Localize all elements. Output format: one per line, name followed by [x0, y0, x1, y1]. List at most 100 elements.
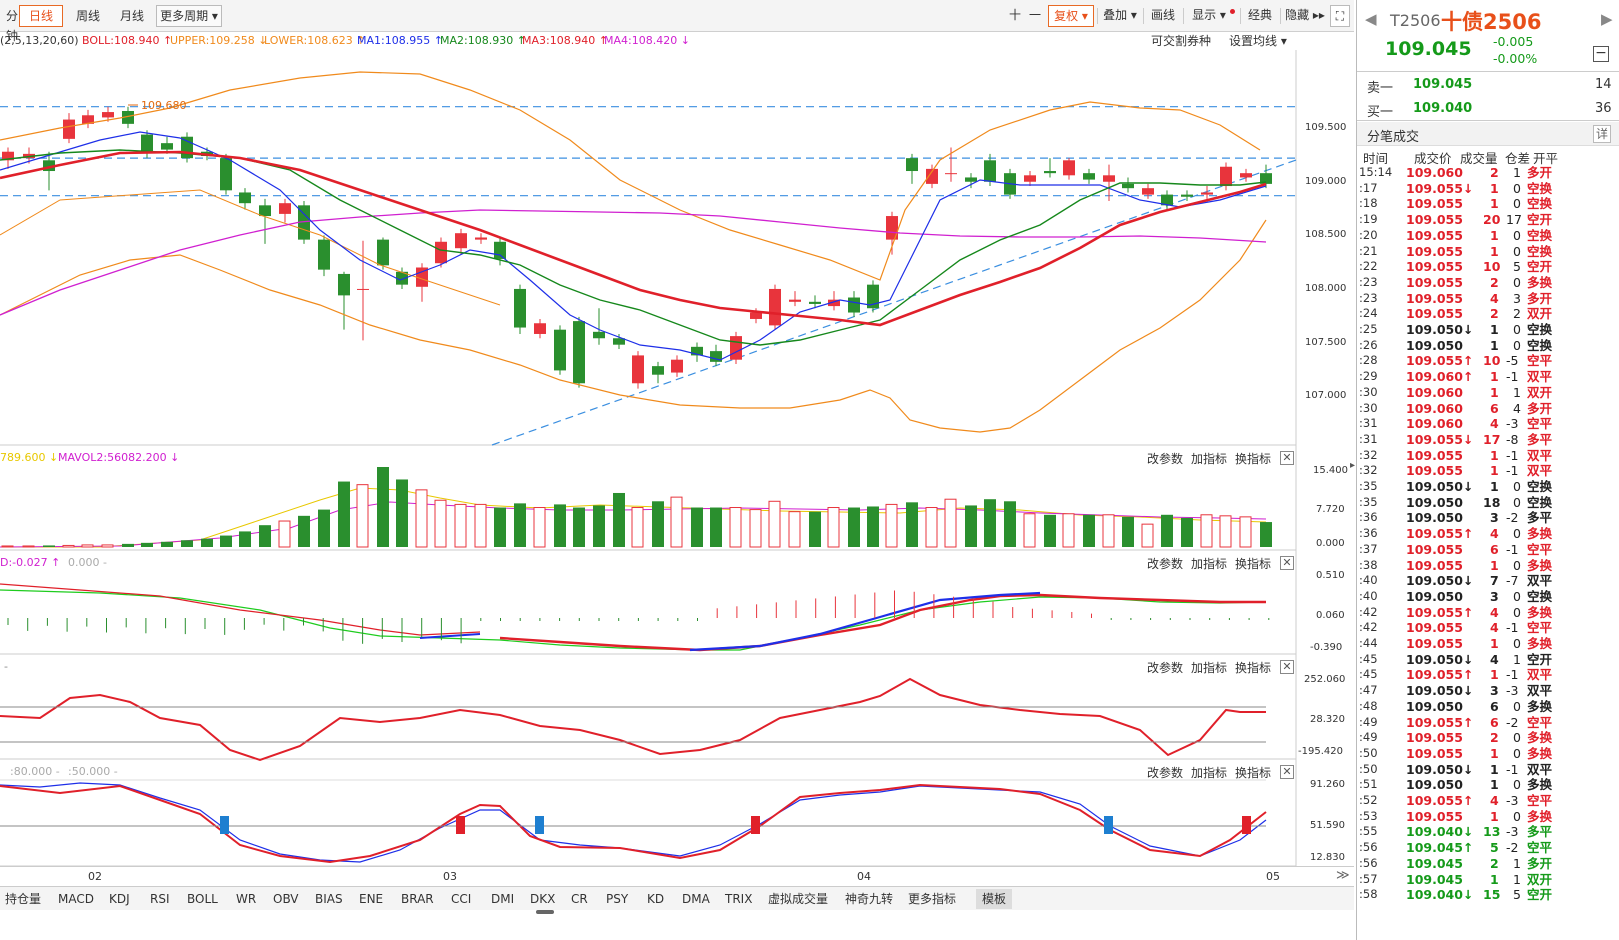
overlay-dropdown[interactable]: 叠加 ▾ [1103, 8, 1137, 22]
tab-template[interactable]: 模板 [976, 889, 1013, 909]
trade-volume: 20 [1483, 212, 1501, 228]
next-contract-icon[interactable]: ▶ [1601, 10, 1613, 28]
collapse-panel-icon[interactable]: ▸ [1350, 460, 1356, 471]
details-button[interactable]: 详 [1593, 125, 1611, 143]
tab-cci[interactable]: CCI [451, 892, 472, 906]
volume-bar [533, 507, 546, 548]
period-daily-button[interactable]: 日线 [19, 5, 63, 27]
volume-bar [809, 511, 821, 547]
add-indicator-button[interactable]: 加指标 [1191, 452, 1228, 466]
trade-row: :21 109.055 1 0 空换 [1359, 244, 1617, 260]
trade-volume: 1 [1490, 337, 1499, 353]
scroll-handle[interactable] [536, 910, 554, 914]
add-indicator-button[interactable]: 加指标 [1191, 557, 1228, 571]
main-axis-label: 108.500 [1305, 229, 1346, 240]
volume-bar [984, 499, 996, 547]
volume-bar [474, 503, 487, 548]
change-params-button[interactable]: 改参数 [1147, 452, 1184, 466]
zoom-out-icon[interactable]: 一 [1028, 8, 1041, 22]
tab-boll[interactable]: BOLL [187, 892, 218, 906]
period-minute-button[interactable]: 分钟 [5, 9, 18, 43]
kdj-axis-label: 91.260 [1310, 779, 1345, 790]
candle-body [1103, 175, 1115, 182]
volume-bar [1004, 501, 1016, 547]
trade-open-close: 空平 [1527, 353, 1553, 369]
price-change: -0.005 [1493, 34, 1534, 49]
tab-cr[interactable]: CR [571, 892, 588, 906]
trade-open-close: 空平 [1527, 793, 1553, 808]
tab-trix[interactable]: TRIX [725, 892, 753, 906]
bid-price: 109.040 [1413, 101, 1473, 116]
contract-name: 十债2506 [1441, 10, 1542, 34]
more-periods-dropdown[interactable]: 更多周期 ▾ [156, 5, 222, 27]
kline-chart-svg[interactable]: 109.500 109.000 108.500 108.000 107.500 … [0, 50, 1354, 867]
switch-indicator-button[interactable]: 换指标 [1235, 661, 1272, 675]
tab-macd[interactable]: MACD [58, 892, 94, 906]
tab-dma[interactable]: DMA [682, 892, 710, 906]
scroll-right-icon[interactable]: ≫ [1336, 868, 1350, 883]
tab-dmi[interactable]: DMI [491, 892, 515, 906]
trade-volume: 10 [1483, 353, 1501, 369]
classic-button[interactable]: 经典 [1247, 8, 1272, 22]
close-pane-icon[interactable]: ✕ [1280, 765, 1294, 779]
volume-bar [885, 503, 898, 548]
close-pane-icon[interactable]: ✕ [1280, 660, 1294, 674]
change-params-button[interactable]: 改参数 [1147, 557, 1184, 571]
period-monthly-button[interactable]: 月线 [119, 9, 144, 23]
bottom-edge [0, 910, 1354, 940]
trade-open-close: 空换 [1527, 196, 1553, 212]
adjust-dropdown[interactable]: 复权 ▾ [1048, 5, 1094, 27]
trade-row: :22 109.055 10 5 空开 [1359, 259, 1617, 275]
tab-rsi[interactable]: RSI [150, 892, 170, 906]
change-params-button[interactable]: 改参数 [1147, 661, 1184, 675]
tab-kd[interactable]: KD [647, 892, 665, 906]
deliverable-bonds-button[interactable]: 可交割券种 [1151, 34, 1212, 48]
trade-volume: 1 [1490, 871, 1499, 887]
draw-line-button[interactable]: 画线 [1150, 8, 1175, 22]
tab-obv[interactable]: OBV [273, 892, 299, 906]
trade-open-close: 空换 [1527, 337, 1553, 353]
trade-oi-change: 17 [1506, 212, 1522, 228]
tab-brar[interactable]: BRAR [401, 892, 434, 906]
switch-indicator-button[interactable]: 换指标 [1235, 557, 1272, 571]
tab-magic-nine[interactable]: 神奇九转 [845, 892, 894, 906]
tab-wr[interactable]: WR [236, 892, 257, 906]
trade-row: :17 109.055↓ 1 0 空换 [1359, 181, 1617, 197]
trade-volume: 2 [1490, 274, 1499, 290]
col-price: 成交价 [1414, 151, 1452, 166]
tab-psy[interactable]: PSY [606, 892, 629, 906]
close-pane-icon[interactable]: ✕ [1280, 556, 1294, 570]
tab-open-interest[interactable]: 持仓量 [5, 892, 42, 906]
tab-bias[interactable]: BIAS [315, 892, 343, 906]
trade-price: 109.055 [1406, 745, 1463, 761]
prev-contract-icon[interactable]: ◀ [1365, 10, 1377, 28]
chart-panes[interactable]: 109.500 109.000 108.500 108.000 107.500 … [0, 50, 1356, 867]
hide-button[interactable]: 隐藏 ▸▸ [1285, 8, 1325, 22]
tab-kdj[interactable]: KDJ [109, 892, 130, 906]
zoom-in-icon[interactable]: 十 [1008, 8, 1021, 22]
close-pane-icon[interactable]: ✕ [1280, 451, 1294, 465]
add-indicator-button[interactable]: 加指标 [1191, 661, 1228, 675]
switch-indicator-button[interactable]: 换指标 [1235, 766, 1272, 780]
main-axis-label: 108.000 [1305, 283, 1346, 294]
ask-price: 109.045 [1413, 77, 1473, 92]
set-ma-dropdown[interactable]: 设置均线 ▾ [1229, 34, 1287, 48]
tab-dkx[interactable]: DKX [530, 892, 556, 906]
tab-virtual-volume[interactable]: 虚拟成交量 [768, 892, 829, 906]
fullscreen-icon[interactable]: ⛶ [1330, 5, 1350, 27]
volume-bar [1181, 517, 1193, 547]
trade-price: 109.040↓ [1406, 824, 1474, 840]
volume-bar [1023, 513, 1036, 548]
tab-more-indicators[interactable]: 更多指标 [908, 892, 957, 906]
switch-indicator-button[interactable]: 换指标 [1235, 452, 1272, 466]
display-dropdown[interactable]: 显示 ▾ [1192, 8, 1226, 22]
tab-ene[interactable]: ENE [359, 892, 384, 906]
volume-bar [377, 467, 389, 547]
tick-trades-list[interactable]: 15:14 109.060 2 1 多开:17 109.055↓ 1 0 空换:18 109.05… [1357, 165, 1619, 940]
add-indicator-button[interactable]: 加指标 [1191, 766, 1228, 780]
period-weekly-button[interactable]: 周线 [75, 9, 100, 23]
collapse-icon[interactable]: − [1593, 46, 1609, 62]
trade-time: :36 [1359, 510, 1378, 525]
change-params-button[interactable]: 改参数 [1147, 766, 1184, 780]
trade-oi-change: -2 [1506, 714, 1519, 730]
